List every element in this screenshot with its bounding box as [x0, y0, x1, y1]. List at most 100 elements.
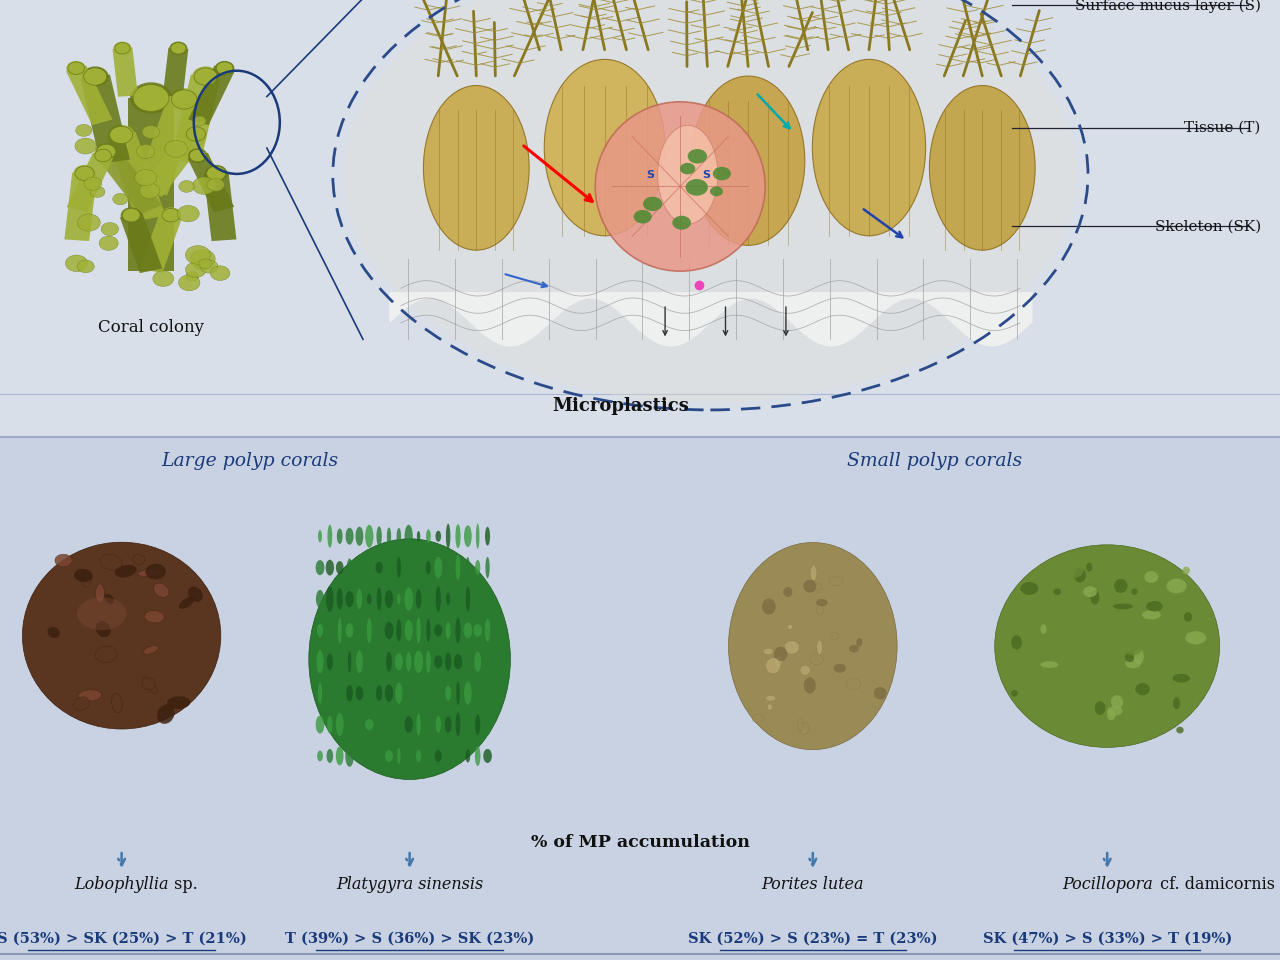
Ellipse shape	[1053, 588, 1061, 595]
Circle shape	[163, 208, 180, 222]
Ellipse shape	[1185, 632, 1206, 644]
Ellipse shape	[78, 690, 101, 701]
Circle shape	[216, 62, 233, 75]
Ellipse shape	[378, 650, 381, 674]
Circle shape	[206, 166, 225, 180]
Text: Coral colony: Coral colony	[99, 319, 204, 336]
Ellipse shape	[357, 561, 362, 574]
Ellipse shape	[444, 746, 452, 766]
Ellipse shape	[192, 66, 219, 86]
Ellipse shape	[95, 143, 118, 160]
Ellipse shape	[474, 624, 483, 636]
Ellipse shape	[114, 41, 132, 55]
Ellipse shape	[73, 165, 96, 181]
Circle shape	[207, 179, 224, 191]
Ellipse shape	[1125, 652, 1134, 662]
Ellipse shape	[485, 587, 490, 612]
Ellipse shape	[93, 148, 113, 163]
Ellipse shape	[1023, 692, 1029, 708]
Circle shape	[179, 180, 195, 192]
Ellipse shape	[146, 564, 165, 579]
Ellipse shape	[1065, 553, 1076, 565]
Ellipse shape	[326, 587, 334, 612]
Ellipse shape	[1134, 649, 1144, 664]
Ellipse shape	[763, 648, 773, 655]
Ellipse shape	[376, 588, 381, 611]
Ellipse shape	[445, 685, 451, 701]
Ellipse shape	[658, 126, 718, 224]
Circle shape	[134, 170, 156, 186]
Ellipse shape	[74, 569, 92, 582]
Ellipse shape	[463, 655, 472, 668]
Ellipse shape	[1011, 636, 1021, 650]
Ellipse shape	[445, 523, 451, 549]
Ellipse shape	[326, 749, 333, 763]
Ellipse shape	[774, 647, 787, 661]
Polygon shape	[134, 96, 200, 196]
Circle shape	[83, 68, 106, 85]
Circle shape	[142, 126, 160, 138]
Circle shape	[152, 271, 174, 286]
Ellipse shape	[317, 683, 323, 704]
Ellipse shape	[797, 718, 804, 732]
Ellipse shape	[376, 751, 381, 761]
Polygon shape	[67, 153, 113, 212]
Circle shape	[137, 144, 155, 158]
Ellipse shape	[111, 693, 123, 712]
Ellipse shape	[425, 681, 433, 707]
Text: Lobophyllia: Lobophyllia	[74, 876, 169, 893]
Ellipse shape	[466, 587, 470, 612]
Circle shape	[170, 42, 186, 54]
Ellipse shape	[801, 727, 806, 734]
Ellipse shape	[367, 618, 371, 643]
Ellipse shape	[326, 654, 333, 670]
Ellipse shape	[804, 580, 817, 592]
Ellipse shape	[810, 654, 823, 665]
Ellipse shape	[115, 565, 136, 577]
Ellipse shape	[308, 539, 511, 780]
Polygon shape	[113, 48, 138, 97]
Ellipse shape	[347, 717, 353, 732]
Ellipse shape	[385, 590, 393, 608]
Ellipse shape	[143, 646, 159, 654]
Circle shape	[210, 266, 230, 280]
Ellipse shape	[325, 560, 334, 575]
Ellipse shape	[1074, 568, 1085, 583]
Ellipse shape	[357, 713, 361, 735]
Ellipse shape	[365, 525, 374, 547]
Ellipse shape	[145, 611, 164, 623]
Ellipse shape	[435, 531, 442, 541]
Ellipse shape	[454, 654, 462, 669]
Circle shape	[65, 255, 87, 272]
Ellipse shape	[1172, 697, 1180, 709]
Text: sp.: sp.	[169, 876, 198, 893]
Ellipse shape	[849, 645, 859, 652]
Ellipse shape	[476, 523, 480, 549]
Ellipse shape	[356, 527, 364, 546]
Ellipse shape	[874, 687, 886, 699]
Ellipse shape	[346, 591, 353, 607]
Ellipse shape	[82, 66, 109, 86]
Circle shape	[76, 138, 96, 154]
Ellipse shape	[817, 605, 824, 615]
Ellipse shape	[445, 622, 451, 638]
Circle shape	[95, 150, 111, 162]
Ellipse shape	[1178, 653, 1196, 663]
Ellipse shape	[346, 623, 353, 637]
Circle shape	[165, 140, 187, 157]
Ellipse shape	[356, 650, 362, 673]
Ellipse shape	[338, 617, 342, 643]
Ellipse shape	[407, 688, 411, 699]
Ellipse shape	[447, 560, 449, 576]
Ellipse shape	[397, 619, 402, 641]
Ellipse shape	[445, 592, 451, 605]
Ellipse shape	[188, 148, 207, 163]
Ellipse shape	[1011, 690, 1018, 697]
Ellipse shape	[1142, 611, 1161, 619]
Ellipse shape	[1132, 588, 1138, 595]
Ellipse shape	[317, 624, 323, 637]
Ellipse shape	[1041, 624, 1047, 634]
Text: Microplastics: Microplastics	[553, 397, 689, 416]
Ellipse shape	[456, 617, 461, 643]
Circle shape	[680, 163, 695, 175]
